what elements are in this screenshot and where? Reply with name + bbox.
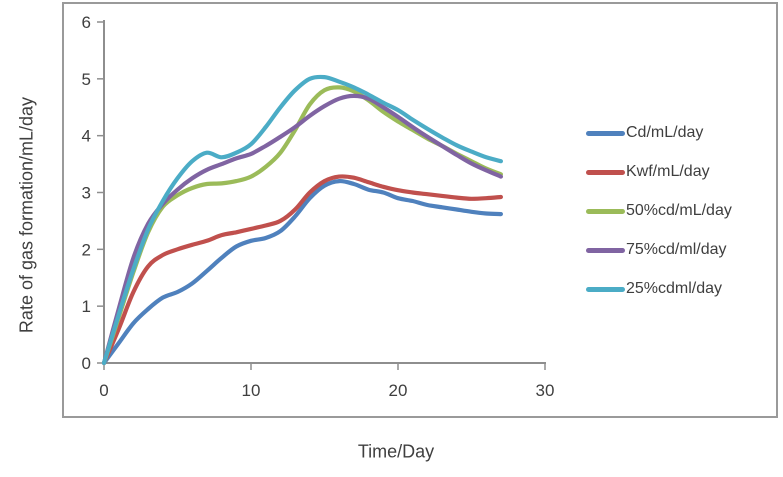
legend-item: Cd/mL/day (586, 121, 732, 145)
series-line-25-cdml-day (101, 74, 503, 366)
x-axis-title: Time/Day (357, 441, 435, 462)
y-tick-label: 1 (82, 297, 91, 316)
legend-label: 25%cdml/day (626, 280, 723, 297)
series-line-cd-ml-day (101, 178, 503, 366)
legend-item: 25%cdml/day (586, 277, 732, 301)
legend-label: 75%cd/ml/day (626, 241, 727, 258)
y-tick-label: 3 (82, 184, 91, 203)
x-tick-label: 20 (389, 381, 408, 400)
x-tick-label: 0 (99, 381, 108, 400)
y-tick-label: 0 (82, 354, 91, 373)
legend-item: 50%cd/mL/day (586, 199, 732, 223)
series-line-kwf-ml-day (101, 174, 503, 366)
legend-swatch (586, 286, 625, 292)
legend: Cd/mL/day Kwf/mL/day 50%cd/mL/day 75%cd/ml/… (586, 121, 732, 301)
chart-frame (62, 2, 778, 418)
legend-item: 75%cd/ml/day (586, 238, 732, 262)
legend-swatch (586, 247, 625, 253)
y-tick-label: 4 (82, 127, 91, 146)
legend-swatch (586, 208, 625, 214)
y-tick-label: 6 (82, 13, 91, 32)
x-tick-label: 10 (242, 381, 261, 400)
y-axis-title: Rate of gas formation/mL/day (16, 96, 37, 334)
y-tick-label: 5 (82, 70, 91, 89)
legend-label: 50%cd/mL/day (626, 202, 732, 219)
series-line-75-cd-ml-day (101, 93, 503, 366)
legend-swatch (586, 169, 625, 175)
legend-item: Kwf/mL/day (586, 160, 732, 184)
y-tick-label: 2 (82, 240, 91, 259)
legend-label: Cd/mL/day (626, 124, 704, 141)
x-tick-label: 30 (536, 381, 555, 400)
series-line-50-cd-ml-day (101, 85, 503, 366)
legend-label: Kwf/mL/day (626, 163, 710, 180)
legend-swatch (586, 130, 625, 136)
